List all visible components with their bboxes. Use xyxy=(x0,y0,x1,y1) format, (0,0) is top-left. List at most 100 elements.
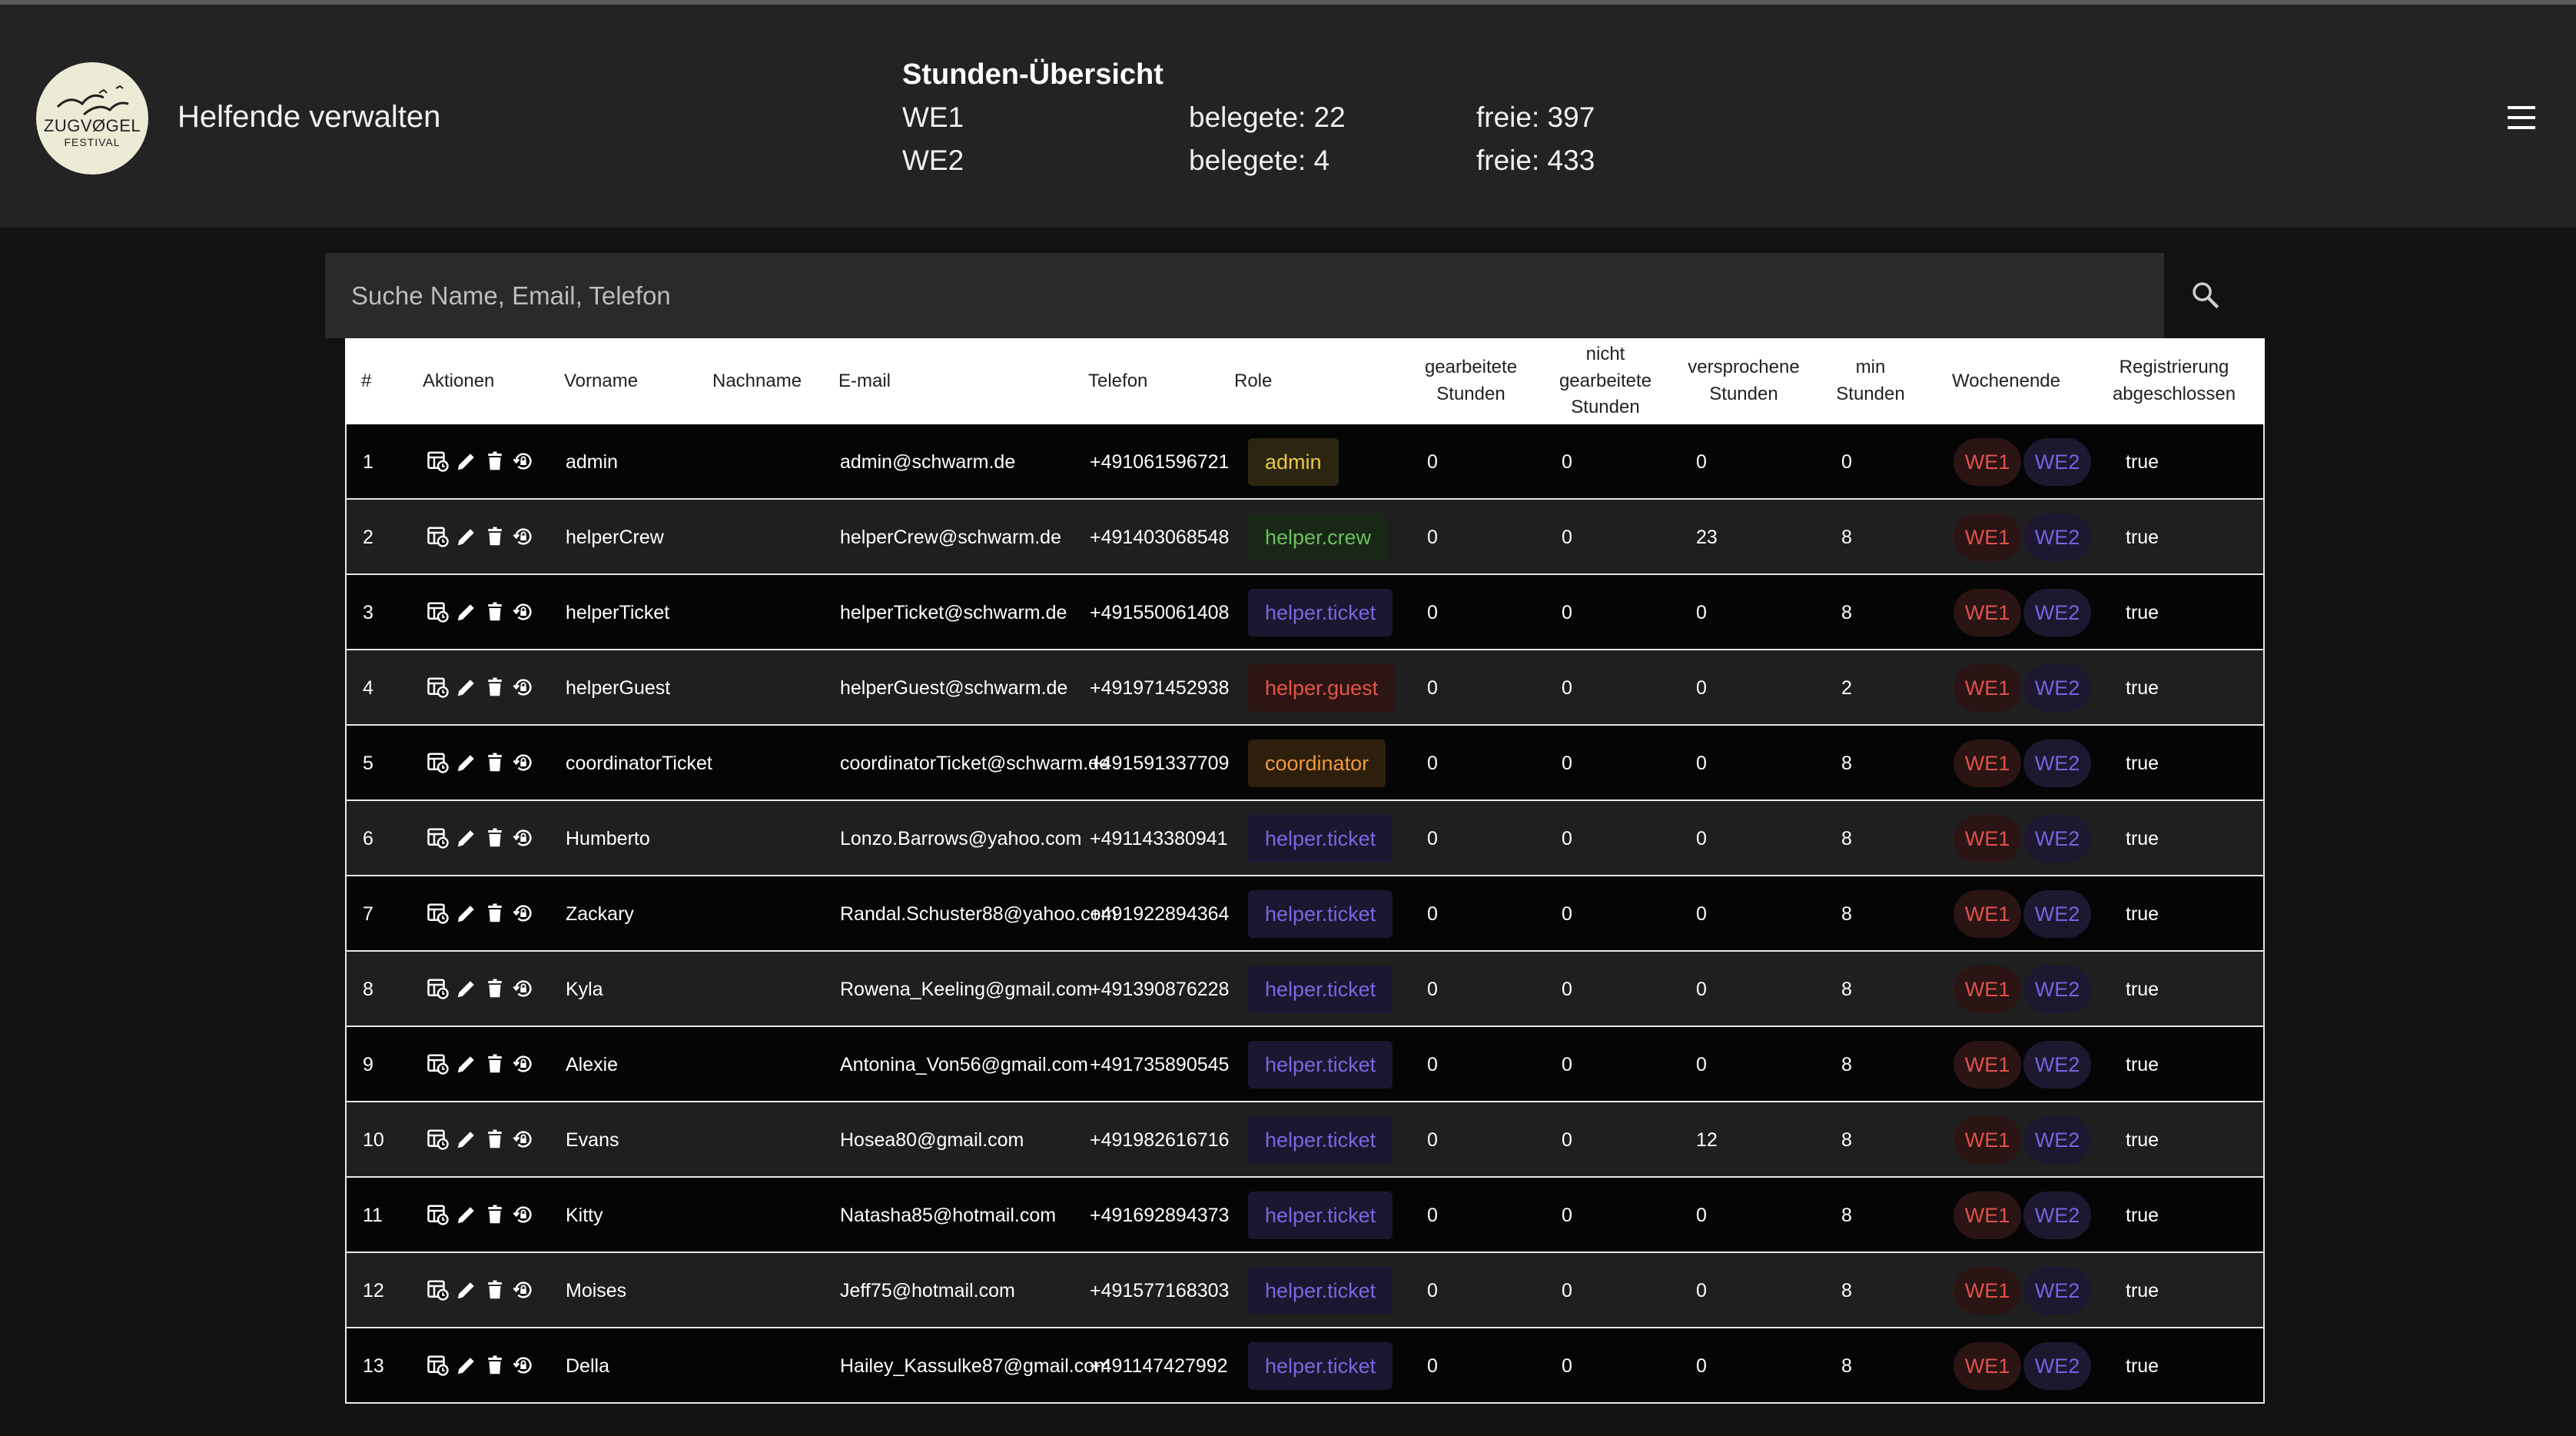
shift-table-icon[interactable] xyxy=(427,525,450,548)
delete-icon[interactable] xyxy=(483,1128,506,1151)
shift-table-icon[interactable] xyxy=(427,977,450,1000)
shift-table-icon[interactable] xyxy=(427,600,450,623)
shift-table-icon[interactable] xyxy=(427,902,450,925)
weekend-2-chip[interactable]: WE2 xyxy=(2023,1041,2091,1089)
weekend-1-chip[interactable]: WE1 xyxy=(1954,1342,2021,1390)
col-not-worked-hours[interactable]: nicht gearbeitete Stunden xyxy=(1548,338,1663,424)
edit-icon[interactable] xyxy=(455,1052,478,1075)
weekend-2-chip[interactable]: WE2 xyxy=(2023,1267,2091,1315)
col-weekend[interactable]: Wochenende xyxy=(1952,370,2060,391)
weekend-1-chip[interactable]: WE1 xyxy=(1954,664,2021,712)
delete-icon[interactable] xyxy=(483,1052,506,1075)
shift-table-icon[interactable] xyxy=(427,1128,450,1151)
shift-table-icon[interactable] xyxy=(427,1052,450,1075)
col-firstname[interactable]: Vorname xyxy=(564,370,639,391)
weekend-2-chip[interactable]: WE2 xyxy=(2023,966,2091,1013)
weekend-2-chip[interactable]: WE2 xyxy=(2023,1116,2091,1164)
delete-icon[interactable] xyxy=(483,600,506,623)
role-badge: helper.ticket xyxy=(1248,1267,1393,1315)
edit-icon[interactable] xyxy=(455,1203,478,1226)
reset-password-icon[interactable] xyxy=(512,1203,535,1226)
edit-icon[interactable] xyxy=(455,600,478,623)
reset-password-icon[interactable] xyxy=(512,751,535,774)
festival-logo[interactable]: ZUGVØGEL FESTIVAL xyxy=(36,62,148,175)
weekend-2-chip[interactable]: WE2 xyxy=(2023,438,2091,486)
shift-table-icon[interactable] xyxy=(427,826,450,849)
edit-icon[interactable] xyxy=(455,1354,478,1377)
delete-icon[interactable] xyxy=(483,525,506,548)
delete-icon[interactable] xyxy=(483,826,506,849)
cell-email: Hailey_Kassulke87@gmail.com xyxy=(840,1355,1110,1377)
delete-icon[interactable] xyxy=(483,676,506,699)
edit-icon[interactable] xyxy=(455,1278,478,1301)
weekend-2-chip[interactable]: WE2 xyxy=(2023,890,2091,938)
weekend-1-chip[interactable]: WE1 xyxy=(1954,890,2021,938)
delete-icon[interactable] xyxy=(483,977,506,1000)
col-min-hours[interactable]: min Stunden xyxy=(1821,338,1920,424)
shift-table-icon[interactable] xyxy=(427,676,450,699)
cell-firstname: Kyla xyxy=(566,978,603,1000)
col-lastname[interactable]: Nachname xyxy=(712,370,802,391)
weekend-1-chip[interactable]: WE1 xyxy=(1954,815,2021,863)
reset-password-icon[interactable] xyxy=(512,1052,535,1075)
delete-icon[interactable] xyxy=(483,1354,506,1377)
weekend-1-chip[interactable]: WE1 xyxy=(1954,589,2021,637)
weekend-2-chip[interactable]: WE2 xyxy=(2023,589,2091,637)
delete-icon[interactable] xyxy=(483,450,506,473)
reset-password-icon[interactable] xyxy=(512,676,535,699)
weekend-1-chip[interactable]: WE1 xyxy=(1954,740,2021,787)
reset-password-icon[interactable] xyxy=(512,450,535,473)
search-input[interactable] xyxy=(325,253,2164,338)
edit-icon[interactable] xyxy=(455,676,478,699)
delete-icon[interactable] xyxy=(483,902,506,925)
reset-password-icon[interactable] xyxy=(512,1354,535,1377)
edit-icon[interactable] xyxy=(455,751,478,774)
cell-not-worked-hours: 0 xyxy=(1562,752,1572,774)
weekend-2-chip[interactable]: WE2 xyxy=(2023,1342,2091,1390)
shift-table-icon[interactable] xyxy=(427,1278,450,1301)
weekend-2-chip[interactable]: WE2 xyxy=(2023,664,2091,712)
search-button[interactable] xyxy=(2164,253,2249,338)
col-role[interactable]: Role xyxy=(1234,370,1273,391)
cell-phone: +491577168303 xyxy=(1090,1279,1230,1301)
weekend-1-chip[interactable]: WE1 xyxy=(1954,438,2021,486)
col-worked-hours[interactable]: gearbeitete Stunden xyxy=(1413,338,1529,424)
shift-table-icon[interactable] xyxy=(427,751,450,774)
delete-icon[interactable] xyxy=(483,1203,506,1226)
weekend-1-chip[interactable]: WE1 xyxy=(1954,1192,2021,1239)
hamburger-menu-icon[interactable] xyxy=(2508,106,2538,131)
shift-table-icon[interactable] xyxy=(427,1203,450,1226)
weekend-1-chip[interactable]: WE1 xyxy=(1954,514,2021,561)
reset-password-icon[interactable] xyxy=(512,525,535,548)
reset-password-icon[interactable] xyxy=(512,1278,535,1301)
weekend-2-chip[interactable]: WE2 xyxy=(2023,815,2091,863)
weekend-1-chip[interactable]: WE1 xyxy=(1954,1267,2021,1315)
reset-password-icon[interactable] xyxy=(512,826,535,849)
weekend-2-chip[interactable]: WE2 xyxy=(2023,514,2091,561)
edit-icon[interactable] xyxy=(455,977,478,1000)
col-phone[interactable]: Telefon xyxy=(1088,370,1148,391)
reset-password-icon[interactable] xyxy=(512,600,535,623)
edit-icon[interactable] xyxy=(455,826,478,849)
cell-worked-hours: 0 xyxy=(1427,1279,1438,1301)
col-num[interactable]: # xyxy=(361,370,372,391)
shift-table-icon[interactable] xyxy=(427,1354,450,1377)
weekend-1-chip[interactable]: WE1 xyxy=(1954,966,2021,1013)
col-promised-hours[interactable]: versprochene Stunden xyxy=(1682,338,1805,424)
weekend-2-chip[interactable]: WE2 xyxy=(2023,1192,2091,1239)
edit-icon[interactable] xyxy=(455,450,478,473)
edit-icon[interactable] xyxy=(455,902,478,925)
reset-password-icon[interactable] xyxy=(512,1128,535,1151)
reset-password-icon[interactable] xyxy=(512,902,535,925)
col-registration[interactable]: Registrierung abgeschlossen xyxy=(2113,338,2236,424)
col-email[interactable]: E-mail xyxy=(838,370,891,391)
edit-icon[interactable] xyxy=(455,525,478,548)
weekend-1-chip[interactable]: WE1 xyxy=(1954,1116,2021,1164)
reset-password-icon[interactable] xyxy=(512,977,535,1000)
weekend-2-chip[interactable]: WE2 xyxy=(2023,740,2091,787)
shift-table-icon[interactable] xyxy=(427,450,450,473)
edit-icon[interactable] xyxy=(455,1128,478,1151)
delete-icon[interactable] xyxy=(483,1278,506,1301)
weekend-1-chip[interactable]: WE1 xyxy=(1954,1041,2021,1089)
delete-icon[interactable] xyxy=(483,751,506,774)
